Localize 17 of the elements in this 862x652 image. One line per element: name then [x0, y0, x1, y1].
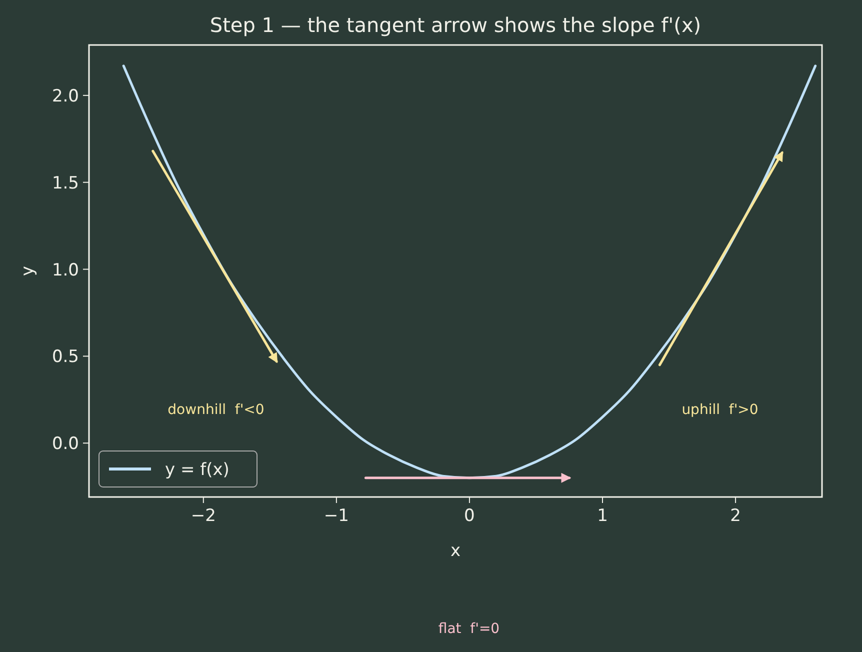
chart-title: Step 1 — the tangent arrow shows the slope f'(x) — [210, 13, 702, 37]
x-tick-label: 1 — [597, 506, 608, 526]
legend-label: y = f(x) — [165, 460, 230, 480]
y-tick-label: 1.5 — [52, 173, 79, 194]
annotation: downhill f'<0 — [168, 402, 264, 418]
x-tick-label: −1 — [324, 506, 349, 526]
y-tick-label: 0.5 — [52, 347, 79, 368]
x-tick-label: −2 — [190, 506, 216, 526]
y-tick-label: 2.0 — [52, 86, 79, 106]
x-tick-label: 0 — [464, 506, 475, 526]
x-axis-title: x — [450, 541, 461, 561]
text: flat f'=0 — [438, 621, 500, 637]
x-tick-label: 2 — [730, 506, 741, 526]
y-axis-title: y — [18, 266, 38, 276]
annotation: uphill f'>0 — [682, 402, 758, 418]
y-tick-label: 1.0 — [52, 260, 79, 280]
y-tick-label: 0.0 — [52, 434, 79, 454]
